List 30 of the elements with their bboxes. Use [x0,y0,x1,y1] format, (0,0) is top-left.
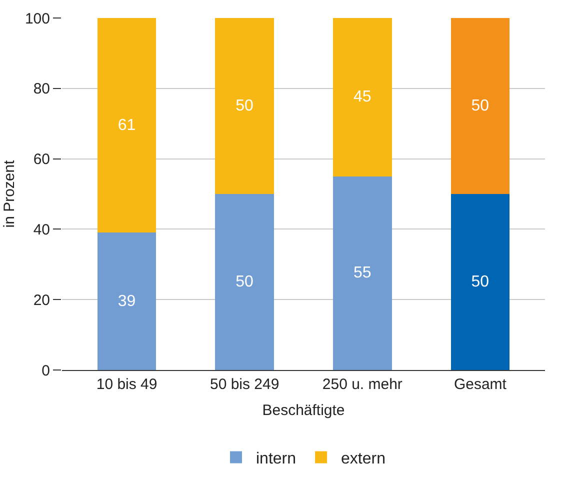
data-label: 39 [118,292,136,310]
data-label: 50 [471,274,490,290]
y-tick-label: 100 [24,10,50,28]
bar [215,18,274,194]
legend-label: intern [256,450,296,468]
x-axis-title: Beschäftigte [262,402,345,419]
x-tick-label: 10 bis 49 [96,376,158,393]
data-label: 55 [353,264,372,282]
bar [332,176,392,370]
bar [450,18,510,194]
x-tick-label: 250 u. mehr [322,376,402,393]
data-label: 61 [118,116,136,134]
bar [332,18,392,176]
y-tick-label: 0 [42,362,50,380]
data-label: 50 [471,98,490,114]
bar [97,18,156,233]
legend-label: extern [341,450,386,468]
data-label: 50 [236,274,254,290]
data-label: 50 [236,98,254,114]
y-tick-label: 20 [33,292,50,309]
y-tick-label: 60 [33,151,50,168]
bar [215,194,274,370]
x-tick-label: Gesamt [454,376,508,393]
x-tick-label: 50 bis 249 [210,376,280,393]
data-label: 45 [353,88,372,106]
y-tick-label: 80 [33,80,50,98]
bar [97,232,156,370]
y-axis-title: in Prozent [1,159,18,228]
bar [450,194,510,370]
y-tick-label: 40 [33,221,50,238]
